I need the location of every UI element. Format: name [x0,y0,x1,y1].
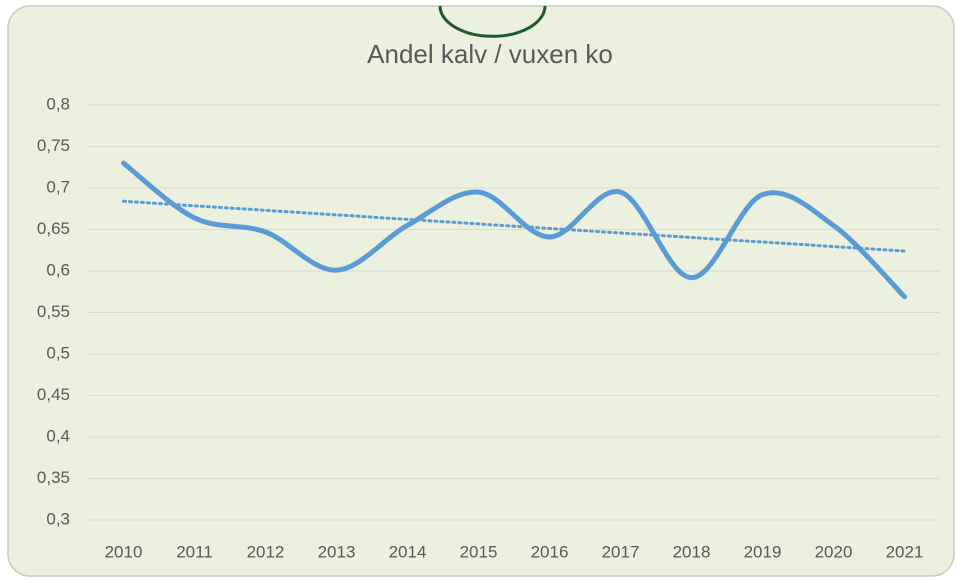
x-tick-label: 2018 [673,542,711,561]
y-tick-label: 0,4 [46,426,70,445]
x-tick-label: 2013 [318,542,356,561]
y-tick-label: 0,65 [37,219,70,238]
y-tick-label: 0,75 [37,136,70,155]
x-tick-label: 2021 [886,542,924,561]
x-tick-label: 2017 [602,542,640,561]
trendline [122,199,906,253]
top-decoration [438,5,547,38]
y-tick-label: 0,8 [46,94,70,113]
x-tick-label: 2016 [531,542,569,561]
x-tick-label: 2010 [105,542,143,561]
line-series [121,160,907,300]
x-tick-label: 2015 [460,542,498,561]
y-tick-label: 0,35 [37,468,70,487]
x-tick-label: 2014 [389,542,427,561]
x-tick-label: 2020 [815,542,853,561]
x-tick-label: 2019 [744,542,782,561]
y-tick-label: 0,55 [37,302,70,321]
y-tick-label: 0,5 [46,343,70,362]
x-tick-label: 2011 [176,542,213,561]
chart-card [7,5,955,577]
y-tick-label: 0,45 [37,385,70,404]
y-tick-label: 0,6 [46,260,70,279]
x-tick-label: 2012 [247,542,285,561]
y-tick-label: 0,3 [46,509,70,528]
y-tick-label: 0,7 [46,177,70,196]
chart-title: Andel kalv / vuxen ko [367,39,613,69]
